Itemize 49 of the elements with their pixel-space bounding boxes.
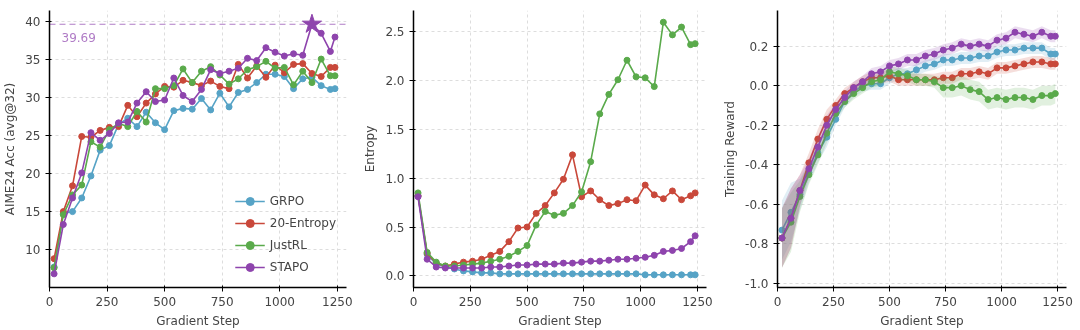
ref-line-label: 39.69: [61, 31, 96, 46]
x-axis-title: Gradient Step: [156, 313, 240, 328]
x-tick-label: 250: [822, 294, 845, 309]
y-tick-label: 20: [25, 167, 41, 182]
y-tick-label: 0.2: [749, 39, 769, 54]
y-axis-title: Training Reward: [723, 101, 738, 198]
legend-label: GRPO: [269, 194, 305, 208]
y-tick-label: 0.0: [385, 269, 405, 284]
x-tick-label: 0: [409, 294, 418, 309]
y-tick-label: -0.2: [745, 118, 769, 133]
y-tick-label: 35: [25, 53, 41, 68]
y-tick-label: 30: [25, 91, 41, 106]
x-tick-label: 750: [934, 294, 957, 309]
y-tick-label: 2.5: [385, 25, 405, 40]
x-tick-label: 1000: [625, 294, 656, 309]
x-tick-label: 750: [572, 294, 596, 309]
x-tick-label: 1000: [264, 294, 296, 309]
x-tick-label: 1250: [1042, 294, 1073, 309]
y-axis-title: AIME24 Acc (avg@32): [3, 82, 18, 216]
x-tick-label: 750: [210, 294, 234, 309]
x-tick-label: 0: [773, 294, 782, 309]
x-tick-label: 0: [45, 294, 54, 309]
x-tick-label: 500: [878, 294, 901, 309]
x-tick-label: 250: [458, 294, 482, 309]
x-tick-label: 250: [95, 294, 119, 309]
legend-label: STAPO: [269, 260, 309, 274]
y-tick-label: 10: [25, 243, 41, 258]
x-tick-label: 1250: [322, 294, 353, 309]
y-tick-label: 40: [25, 15, 41, 30]
y-tick-label: 25: [25, 129, 41, 144]
y-tick-label: 2.0: [385, 74, 405, 89]
legend-label: JustRL: [269, 238, 307, 252]
y-tick-label: 1.0: [385, 171, 405, 186]
x-tick-label: 500: [153, 294, 177, 309]
y-tick-label: -1.0: [745, 277, 769, 292]
y-tick-label: 0.0: [749, 79, 769, 94]
y-tick-label: -0.6: [745, 197, 769, 212]
y-tick-label: 1.5: [385, 122, 405, 137]
y-axis-title: Entropy: [363, 125, 378, 173]
y-tick-label: 15: [25, 205, 41, 220]
x-axis-title: Gradient Step: [880, 313, 964, 328]
legend-label: 20-Entropy: [269, 216, 336, 230]
x-tick-label: 1250: [682, 294, 713, 309]
y-tick-label: -0.8: [745, 237, 769, 252]
x-tick-label: 1000: [986, 294, 1017, 309]
x-tick-label: 500: [515, 294, 539, 309]
y-tick-label: -0.4: [745, 158, 769, 173]
y-tick-label: 0.5: [385, 220, 405, 235]
x-axis-title: Gradient Step: [518, 313, 602, 328]
